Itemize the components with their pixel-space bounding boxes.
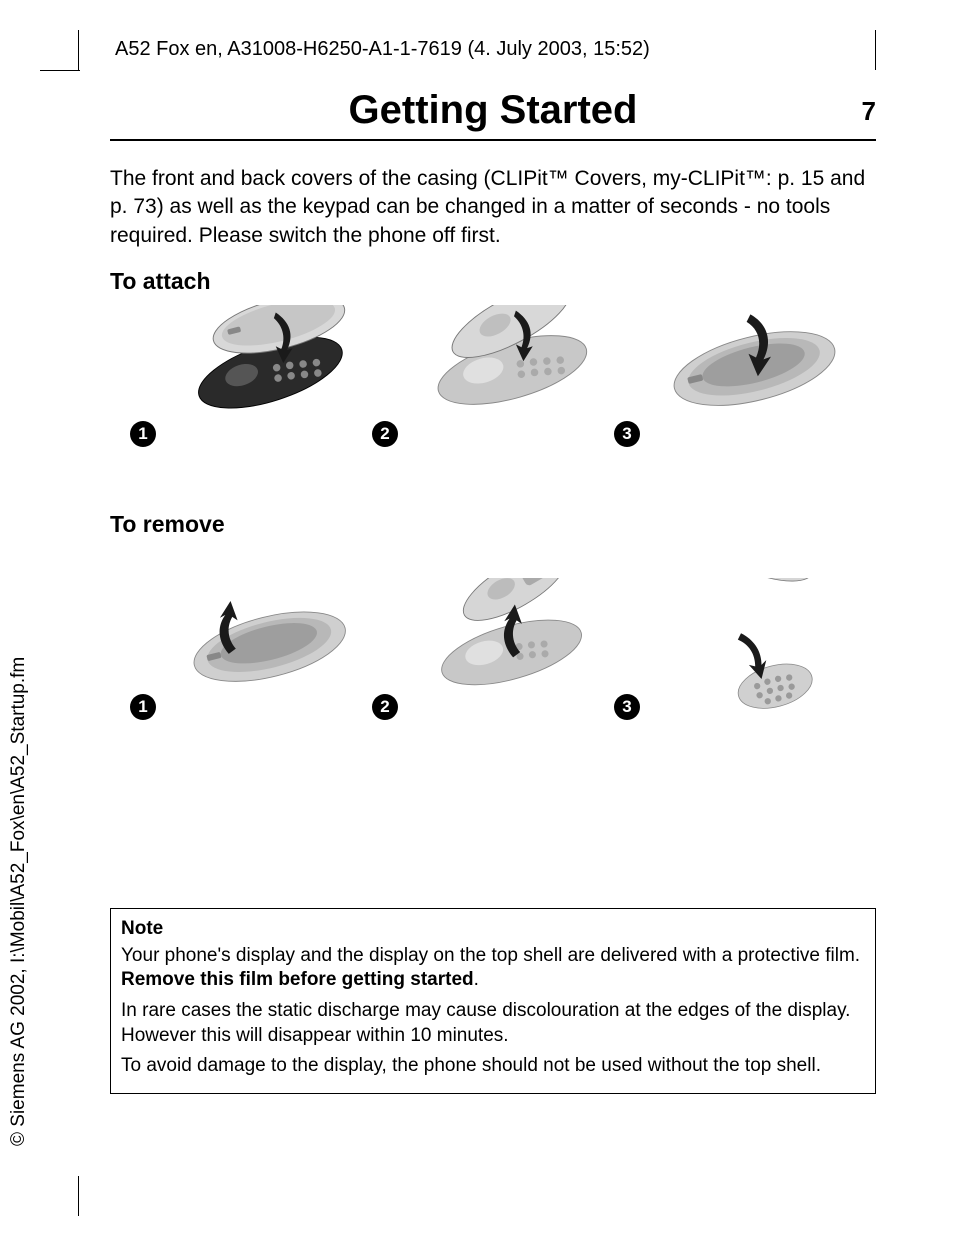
remove-step-2: 2	[372, 578, 614, 728]
crop-mark-left-bottom	[78, 1176, 79, 1216]
note-text: .	[474, 969, 479, 990]
note-box: Note Your phone's display and the displa…	[110, 908, 876, 1094]
step-badge: 2	[372, 694, 398, 720]
step-badge: 1	[130, 421, 156, 447]
attach-diagram-1-icon	[162, 305, 352, 455]
crop-mark-left	[78, 30, 79, 70]
attach-diagram-2-icon	[404, 305, 594, 455]
heading-remove: To remove	[110, 511, 876, 538]
note-bold-text: Remove this film before getting started	[121, 969, 474, 990]
attach-step-2: 2	[372, 305, 614, 455]
note-paragraph-1: Your phone's display and the display on …	[121, 944, 865, 993]
page-content: Getting Started 7 The front and back cov…	[110, 80, 876, 1094]
page: A52 Fox en, A31008-H6250-A1-1-7619 (4. J…	[0, 0, 954, 1246]
note-paragraph-3: To avoid damage to the display, the phon…	[121, 1054, 865, 1079]
remove-diagram-1-icon	[162, 578, 352, 728]
step-badge: 3	[614, 694, 640, 720]
step-badge: 1	[130, 694, 156, 720]
intro-paragraph: The front and back covers of the casing …	[110, 165, 876, 250]
title-row: Getting Started 7	[110, 88, 876, 137]
heading-attach: To attach	[110, 268, 876, 295]
remove-step-1: 1	[130, 578, 372, 728]
page-title: Getting Started	[110, 88, 876, 133]
note-paragraph-2: In rare cases the static discharge may c…	[121, 999, 865, 1048]
document-header: A52 Fox en, A31008-H6250-A1-1-7619 (4. J…	[115, 38, 650, 61]
crop-mark-top	[40, 70, 80, 71]
remove-diagram-3-icon	[646, 578, 836, 728]
copyright-sidebar: © Siemens AG 2002, I:\Mobil\A52_Fox\en\A…	[8, 657, 30, 1146]
remove-step-3: 3	[614, 578, 856, 728]
attach-step-1: 1	[130, 305, 372, 455]
attach-diagram-3-icon	[646, 305, 836, 455]
crop-mark-right	[875, 30, 876, 70]
remove-diagrams: 1 2	[110, 578, 876, 728]
note-text: Your phone's display and the display on …	[121, 945, 860, 966]
title-underline	[110, 139, 876, 141]
page-number: 7	[862, 96, 876, 127]
step-badge: 3	[614, 421, 640, 447]
note-title: Note	[121, 917, 865, 942]
attach-diagrams: 1	[110, 305, 876, 455]
arrow-down-icon	[738, 633, 766, 679]
remove-diagram-2-icon	[404, 578, 594, 728]
step-badge: 2	[372, 421, 398, 447]
attach-step-3: 3	[614, 305, 856, 455]
